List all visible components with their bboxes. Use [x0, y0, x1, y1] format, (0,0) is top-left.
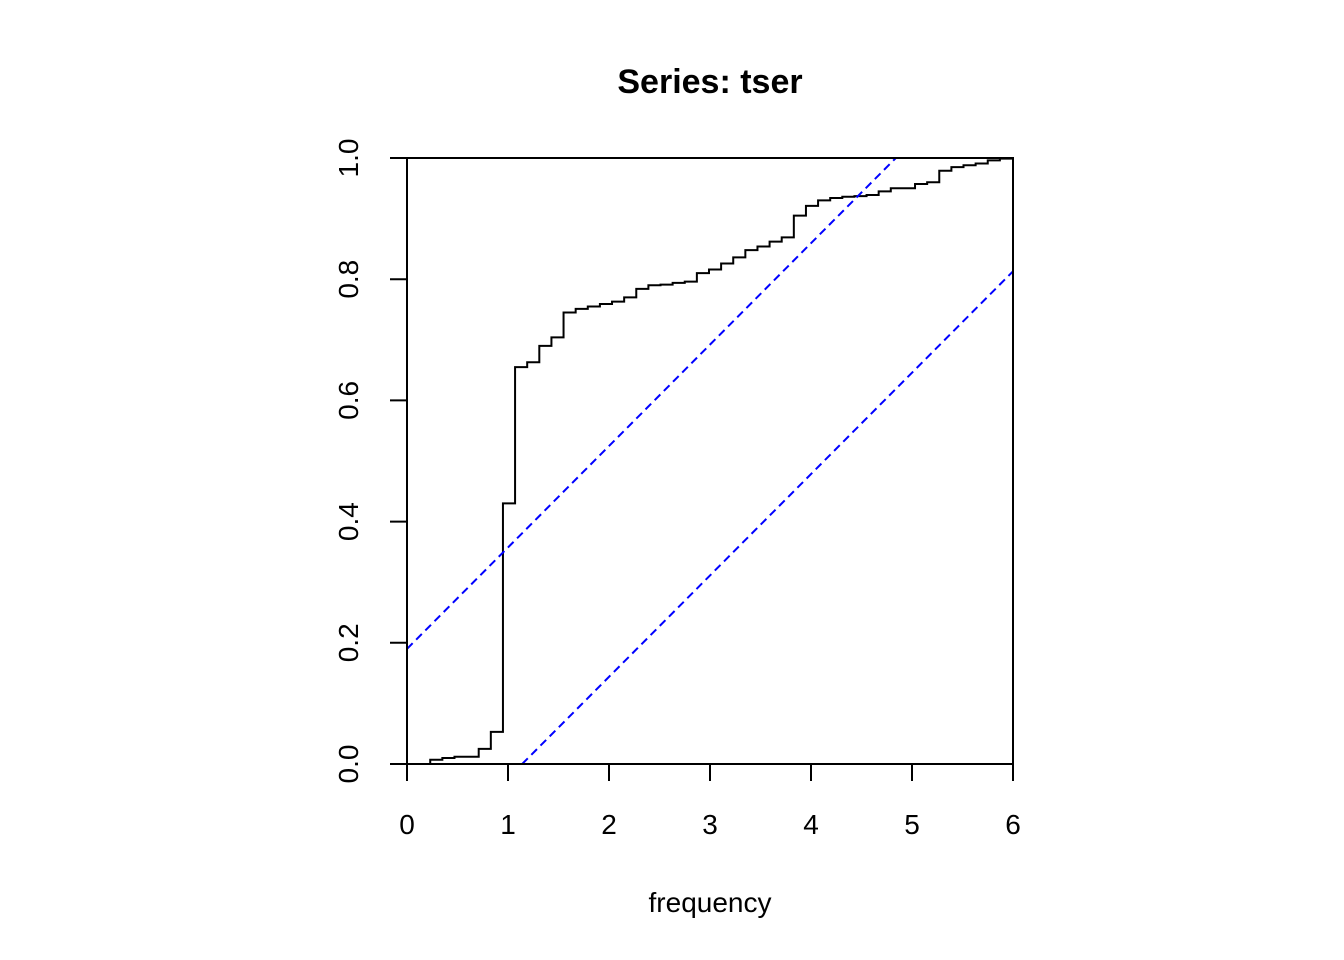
chart-title: Series: tser: [617, 63, 802, 101]
x-tick-label: 3: [702, 809, 718, 840]
x-axis: 0 1 2 3 4 5 6: [399, 763, 1021, 840]
y-axis: 0.0 0.2 0.4 0.6 0.8 1.0: [333, 139, 408, 784]
x-tick-label: 5: [904, 809, 920, 840]
x-axis-label: frequency: [649, 887, 772, 918]
y-tick-label: 0.8: [333, 260, 364, 299]
x-tick-label: 1: [500, 809, 516, 840]
data-layer: [407, 158, 1013, 764]
x-tick-label: 2: [601, 809, 617, 840]
y-tick-label: 0.2: [333, 623, 364, 662]
x-tick-label: 4: [803, 809, 819, 840]
confidence-band-line-2: [521, 270, 1013, 764]
cumulative-periodogram-step-line: [407, 158, 1013, 764]
y-tick-label: 0.4: [333, 502, 364, 541]
x-tick-label: 6: [1005, 809, 1021, 840]
confidence-band-line-1: [407, 158, 897, 650]
y-tick-label: 0.0: [333, 745, 364, 784]
plot-frame: [406, 157, 1014, 765]
x-tick-label: 0: [399, 809, 415, 840]
y-tick-label: 0.6: [333, 381, 364, 420]
y-tick-label: 1.0: [333, 139, 364, 178]
